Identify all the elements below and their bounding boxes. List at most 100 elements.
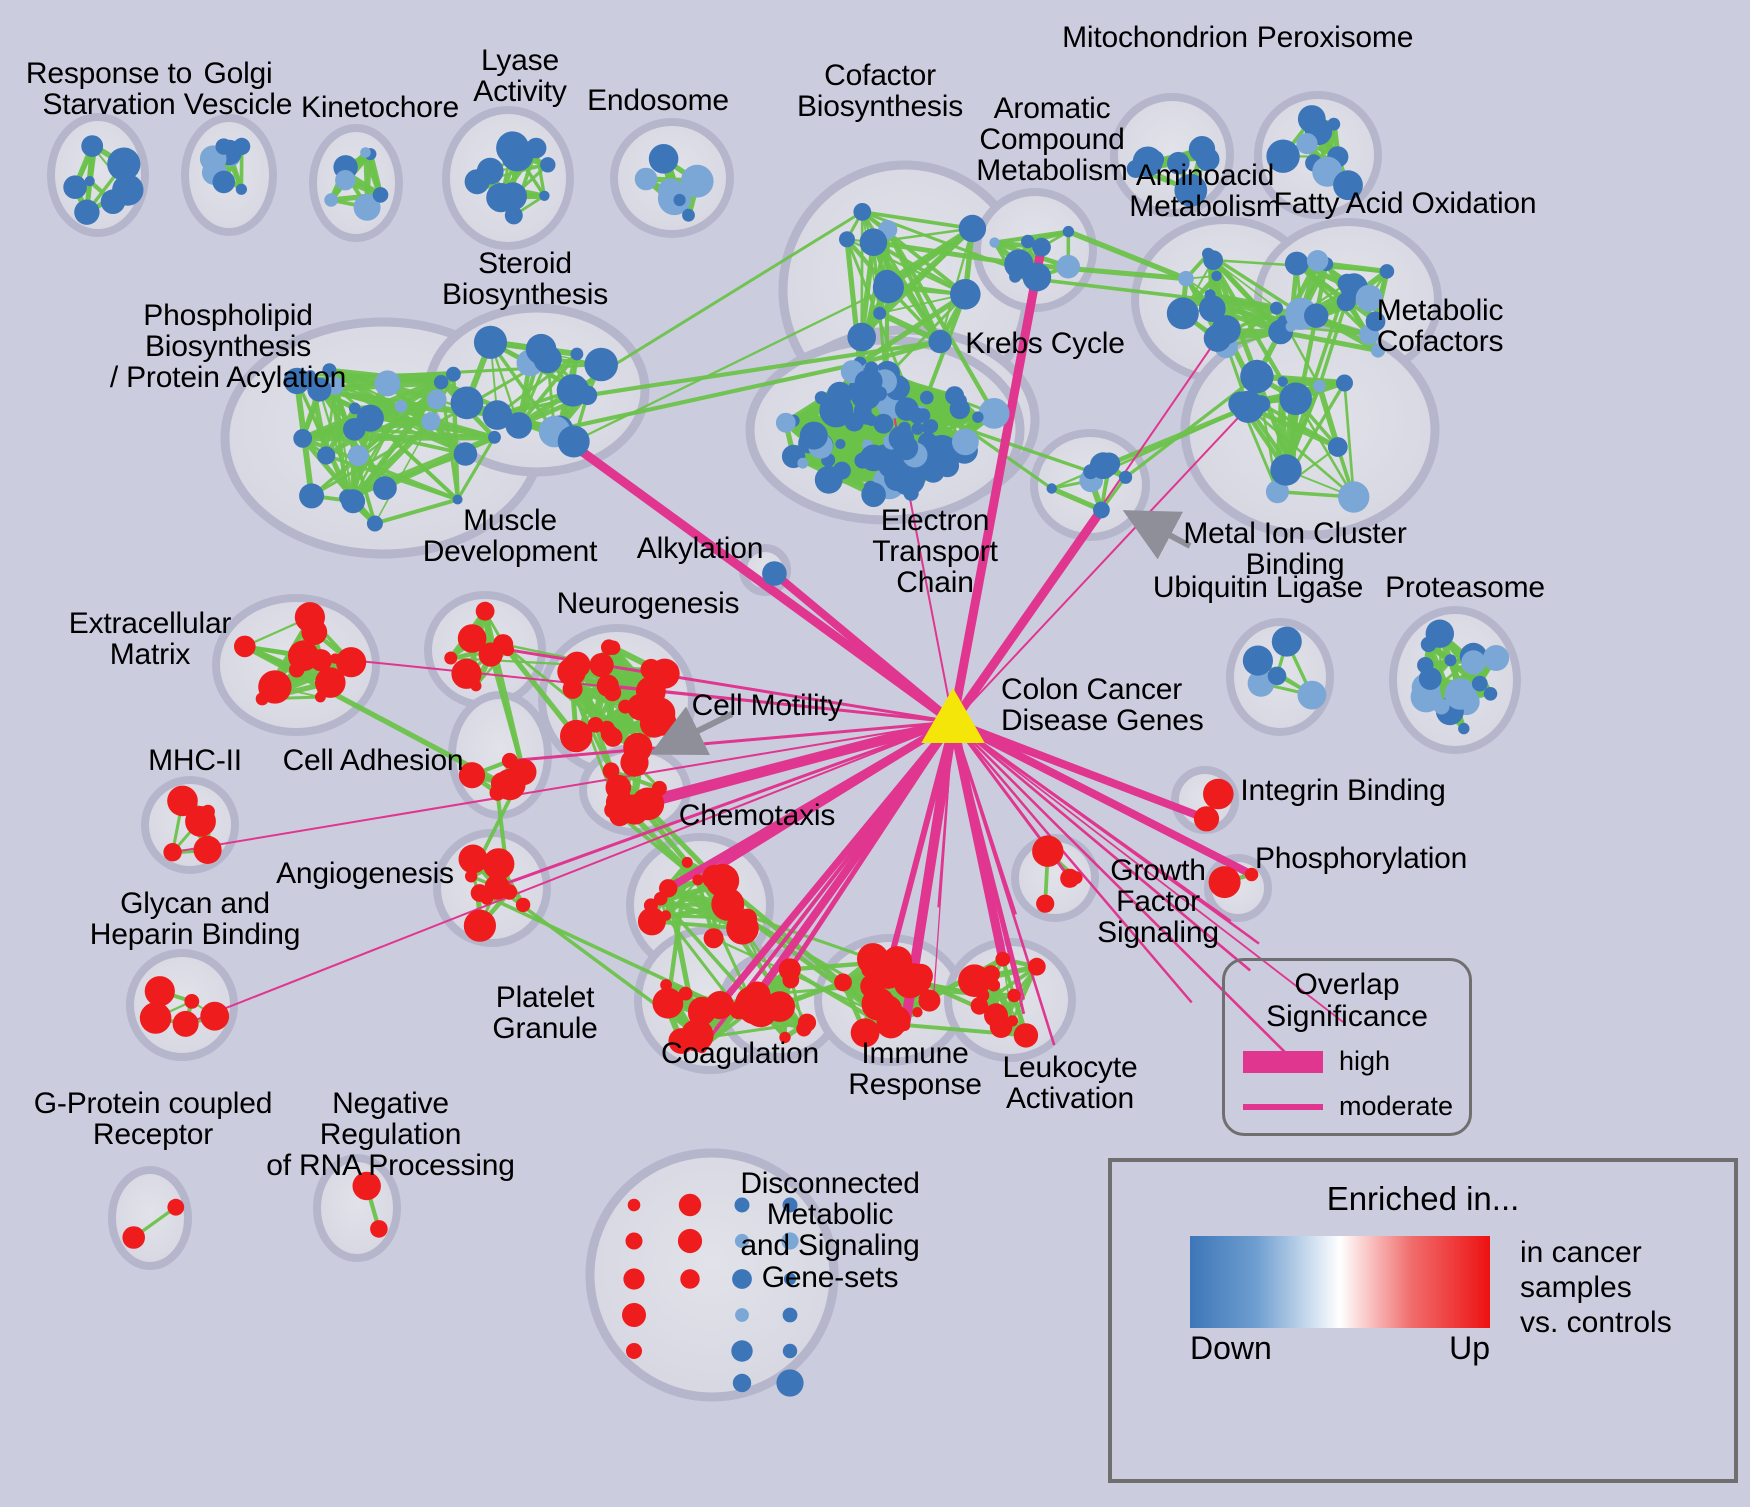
gene-set-node — [1060, 868, 1080, 888]
gene-set-node — [490, 772, 514, 795]
gene-set-node — [185, 806, 216, 837]
gene-set-node — [562, 678, 583, 699]
gene-set-node — [724, 876, 739, 891]
gene-set-node — [797, 1013, 817, 1032]
gene-set-node — [1211, 315, 1241, 345]
gene-set-node — [681, 856, 693, 868]
gene-set-node — [1355, 284, 1383, 312]
gene-set-node — [235, 183, 247, 195]
similarity-edge — [328, 368, 467, 457]
similarity-edge — [496, 352, 578, 417]
gene-set-node — [1458, 722, 1470, 735]
gene-set-node — [498, 182, 527, 211]
gene-set-node — [1242, 645, 1273, 676]
gene-set-node — [627, 1198, 641, 1212]
hub-edge-moderate — [952, 721, 1344, 1023]
hub-edge-immune-response — [884, 721, 956, 972]
gene-set-node — [781, 1232, 799, 1250]
gene-set-node — [1284, 251, 1309, 276]
gene-set-node — [978, 398, 1010, 429]
gene-set-node — [1093, 501, 1110, 519]
gene-set-node — [556, 374, 590, 407]
gene-set-node — [1471, 675, 1488, 692]
gene-set-node — [703, 928, 724, 949]
gene-set-node — [1193, 806, 1220, 832]
gene-set-node — [631, 787, 665, 821]
colorbar-low-label: Down — [1190, 1330, 1272, 1366]
gene-set-node — [366, 515, 383, 532]
gene-set-node — [288, 640, 319, 672]
gene-set-node — [1365, 311, 1386, 332]
gene-set-node — [853, 203, 872, 221]
gene-set-node — [602, 762, 620, 780]
gene-set-node — [356, 404, 384, 432]
gene-set-node — [200, 1001, 230, 1031]
gene-set-node — [1327, 437, 1348, 457]
gene-set-node — [1203, 778, 1234, 810]
gene-set-node — [735, 1308, 749, 1322]
similarity-edge — [456, 436, 496, 501]
gene-set-node — [352, 1171, 381, 1201]
gene-set-node — [1418, 667, 1442, 690]
gene-set-node — [1244, 867, 1259, 882]
gene-set-node — [370, 1220, 388, 1238]
gene-set-node — [84, 176, 95, 187]
gene-set-node — [1297, 105, 1326, 133]
similarity-edge — [610, 768, 661, 791]
inter-cluster-edge — [573, 286, 889, 443]
enrichment-colorbar-wrap: Down Up — [1190, 1236, 1490, 1367]
gene-set-node — [482, 400, 513, 430]
gene-set-node — [335, 170, 356, 191]
gene-set-node — [873, 413, 894, 434]
gene-set-node — [893, 966, 926, 999]
gene-set-node — [1461, 650, 1486, 675]
gene-set-node — [87, 139, 102, 154]
gene-set-node — [1188, 136, 1216, 163]
similarity-edge — [1343, 382, 1356, 498]
gene-set-node — [678, 1193, 702, 1217]
gene-set-node — [958, 214, 987, 243]
gene-set-node — [476, 157, 504, 185]
gene-set-node — [1296, 133, 1318, 155]
gene-set-node — [348, 402, 361, 415]
gene-set-node — [470, 884, 489, 902]
gene-set-node — [659, 879, 678, 898]
gene-set-node — [950, 279, 981, 310]
gene-set-node — [1167, 151, 1190, 175]
gene-set-node — [596, 674, 619, 697]
gene-set-node — [122, 1226, 145, 1249]
gene-set-node — [1247, 670, 1275, 697]
gene-set-node — [835, 438, 846, 450]
gene-set-node — [193, 835, 222, 865]
gene-set-node — [167, 785, 198, 817]
gene-set-node — [903, 485, 919, 501]
gene-set-node — [144, 976, 175, 1007]
gene-set-node — [949, 398, 970, 420]
gene-set-node — [1211, 270, 1222, 282]
gene-set-node — [1032, 237, 1051, 257]
gene-set-node — [501, 752, 518, 769]
gene-set-node — [688, 1000, 714, 1027]
gene-set-node — [854, 369, 880, 395]
inter-cluster-edge — [1109, 405, 1249, 470]
gene-set-node — [107, 147, 141, 181]
inter-cluster-edge — [665, 862, 690, 1004]
gene-set-node — [258, 670, 292, 704]
gene-set-node — [1178, 270, 1194, 287]
enrichment-colorbar-ticks: Down Up — [1190, 1330, 1490, 1367]
gene-set-node — [394, 400, 408, 413]
gene-set-node — [782, 1343, 798, 1359]
gene-set-node — [172, 1010, 199, 1037]
gene-set-node — [620, 748, 649, 777]
gene-set-node — [668, 1028, 695, 1054]
gene-set-node — [970, 997, 989, 1015]
hub-node-colon-cancer-disease-genes[interactable] — [921, 687, 985, 743]
gene-set-node — [737, 908, 758, 929]
gene-set-node — [764, 991, 795, 1022]
inter-cluster-edge — [243, 644, 504, 786]
inter-cluster-edge — [501, 642, 579, 738]
gene-set-node — [678, 986, 693, 1001]
gene-set-node — [601, 639, 617, 656]
gene-set-node — [609, 804, 631, 827]
gene-set-node — [539, 190, 550, 201]
